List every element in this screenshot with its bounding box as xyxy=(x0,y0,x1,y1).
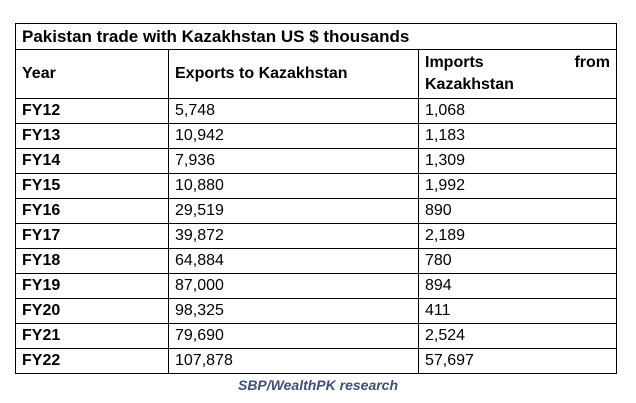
cell-year: FY18 xyxy=(15,248,169,274)
cell-imports: 1,992 xyxy=(417,173,618,199)
cell-imports: 57,697 xyxy=(417,348,618,374)
header-imports: Imports from Kazakhstan xyxy=(417,49,618,99)
table-row: FY21 79,690 2,524 xyxy=(15,323,618,349)
table-header-row: Year Exports to Kazakhstan Imports from … xyxy=(15,49,618,99)
table-row: FY15 10,880 1,992 xyxy=(15,173,618,199)
table-row: FY16 29,519 890 xyxy=(15,198,618,224)
cell-imports: 894 xyxy=(417,273,618,299)
header-exports: Exports to Kazakhstan xyxy=(168,49,419,99)
cell-year: FY22 xyxy=(15,348,169,374)
cell-exports: 39,872 xyxy=(168,223,419,249)
cell-exports: 5,748 xyxy=(168,98,419,124)
cell-year: FY20 xyxy=(15,298,169,324)
cell-imports: 1,183 xyxy=(417,123,618,149)
cell-imports: 1,309 xyxy=(417,148,618,174)
cell-year: FY15 xyxy=(15,173,169,199)
cell-exports: 79,690 xyxy=(168,323,419,349)
cell-year: FY17 xyxy=(15,223,169,249)
cell-year: FY13 xyxy=(15,123,169,149)
cell-imports: 1,068 xyxy=(417,98,618,124)
cell-exports: 29,519 xyxy=(168,198,419,224)
cell-year: FY14 xyxy=(15,148,169,174)
cell-imports: 2,524 xyxy=(417,323,618,349)
cell-year: FY21 xyxy=(15,323,169,349)
cell-imports: 2,189 xyxy=(417,223,618,249)
source-caption: SBP/WealthPK research xyxy=(237,377,399,393)
header-year: Year xyxy=(15,49,169,99)
table-row: FY22 107,878 57,697 xyxy=(15,348,618,374)
trade-table: Pakistan trade with Kazakhstan US $ thou… xyxy=(14,23,618,374)
cell-exports: 10,880 xyxy=(168,173,419,199)
cell-imports: 411 xyxy=(417,298,618,324)
table-row: FY13 10,942 1,183 xyxy=(15,123,618,149)
table-title: Pakistan trade with Kazakhstan US $ thou… xyxy=(14,23,618,50)
cell-exports: 107,878 xyxy=(168,348,419,374)
table-row: FY12 5,748 1,068 xyxy=(15,98,618,124)
cell-year: FY19 xyxy=(15,273,169,299)
table-row: FY19 87,000 894 xyxy=(15,273,618,299)
cell-exports: 64,884 xyxy=(168,248,419,274)
table-title-row: Pakistan trade with Kazakhstan US $ thou… xyxy=(14,23,618,50)
cell-exports: 10,942 xyxy=(168,123,419,149)
table-row: FY18 64,884 780 xyxy=(15,248,618,274)
table-row: FY17 39,872 2,189 xyxy=(15,223,618,249)
cell-year: FY12 xyxy=(15,98,169,124)
table-row: FY14 7,936 1,309 xyxy=(15,148,618,174)
table-row: FY20 98,325 411 xyxy=(15,298,618,324)
cell-year: FY16 xyxy=(15,198,169,224)
cell-exports: 7,936 xyxy=(168,148,419,174)
cell-exports: 98,325 xyxy=(168,298,419,324)
cell-imports: 890 xyxy=(417,198,618,224)
cell-exports: 87,000 xyxy=(168,273,419,299)
cell-imports: 780 xyxy=(417,248,618,274)
